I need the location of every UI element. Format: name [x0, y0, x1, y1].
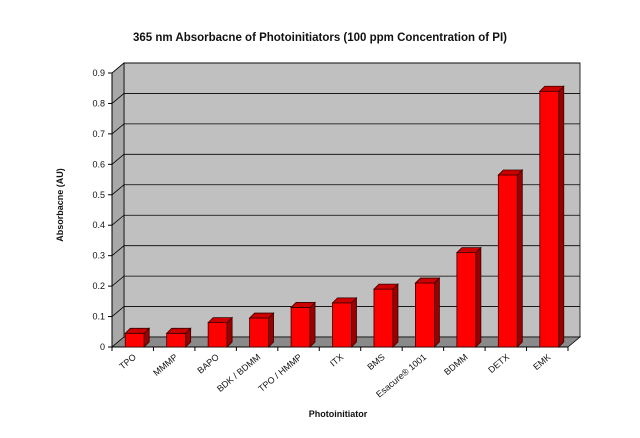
bar [124, 327, 151, 348]
gridline [111, 93, 580, 104]
x-tick-label: ITX [328, 352, 345, 369]
gridline [111, 123, 580, 135]
bar-side [475, 246, 482, 348]
bar-top [207, 317, 234, 324]
chart-bars [124, 85, 565, 348]
bar [331, 296, 358, 348]
bar [372, 283, 399, 348]
gridline [111, 153, 580, 165]
bar [290, 301, 317, 348]
y-tick-labels: 0 0.1 0.2 0.3 0.4 0.5 0.6 0.7 0.8 0.9 [92, 68, 105, 352]
x-tick-label: TPO [117, 352, 138, 372]
bar-front [124, 332, 145, 348]
bar-side [516, 169, 523, 348]
bar [207, 316, 234, 348]
bar [414, 277, 441, 348]
bar-front [166, 332, 187, 348]
bar-front [332, 302, 352, 348]
side-wall [111, 62, 125, 348]
x-tick-label: EMK [531, 352, 552, 372]
x-tick-label: BAPO [195, 352, 221, 376]
bar-front [539, 90, 560, 348]
bar-top [538, 85, 565, 92]
bar-top [372, 283, 399, 290]
y-tick-label: 0.6 [92, 159, 105, 169]
gridline [111, 214, 580, 226]
bar-top [290, 302, 317, 308]
bar-side [268, 312, 274, 348]
x-axis-title: Photoinitiator [309, 409, 368, 419]
bar-front [497, 174, 518, 348]
y-tick-label: 0.5 [92, 190, 105, 200]
x-tick-label: MMMP [151, 352, 179, 378]
bar-top [331, 297, 358, 304]
x-tick-label: TPO / HMMP [256, 352, 303, 394]
bar-side [309, 301, 316, 348]
bar-front [290, 307, 311, 348]
bar-top [248, 312, 275, 319]
y-tick-label: 0 [100, 342, 105, 352]
bar-front [373, 288, 394, 348]
gridline [111, 245, 580, 256]
y-tick-label: 0.4 [92, 220, 105, 230]
y-tick-label: 0.9 [92, 68, 105, 78]
bar [248, 312, 275, 348]
x-tick-label: BDK / BDMM [215, 352, 262, 394]
bar-top [414, 277, 441, 284]
y-axis-title: Absorbacne (AU) [55, 168, 65, 242]
y-tick-label: 0.7 [92, 129, 105, 139]
y-tick-label: 0.1 [92, 312, 105, 322]
x-tick-label: BDMM [442, 352, 469, 377]
bar-side [434, 277, 440, 348]
bar-side [351, 296, 357, 348]
bar-front [415, 282, 435, 348]
x-tick-label: DETX [486, 352, 511, 375]
bar-side [392, 283, 399, 348]
bar-front [249, 317, 269, 348]
x-tick-label: BMS [365, 352, 386, 372]
y-tick-label: 0.8 [92, 98, 105, 108]
bar-top [455, 247, 482, 254]
bar [165, 327, 192, 348]
gridline [111, 275, 580, 287]
bar [538, 85, 565, 348]
bar [497, 169, 524, 348]
y-tick-label: 0.2 [92, 281, 105, 291]
gridline [111, 184, 580, 196]
chart-title: 365 nm Absorbacne of Photoinitiators (10… [132, 32, 507, 44]
gridline [111, 62, 580, 74]
bar-front [456, 252, 477, 348]
bar [455, 246, 482, 348]
bar-top [497, 169, 524, 176]
bar-front [207, 322, 228, 348]
chart-gridlines [111, 62, 580, 317]
bar-side [558, 85, 565, 348]
bar-top [124, 327, 151, 334]
y-tick-label: 0.3 [92, 251, 105, 261]
bar-top [165, 327, 192, 334]
